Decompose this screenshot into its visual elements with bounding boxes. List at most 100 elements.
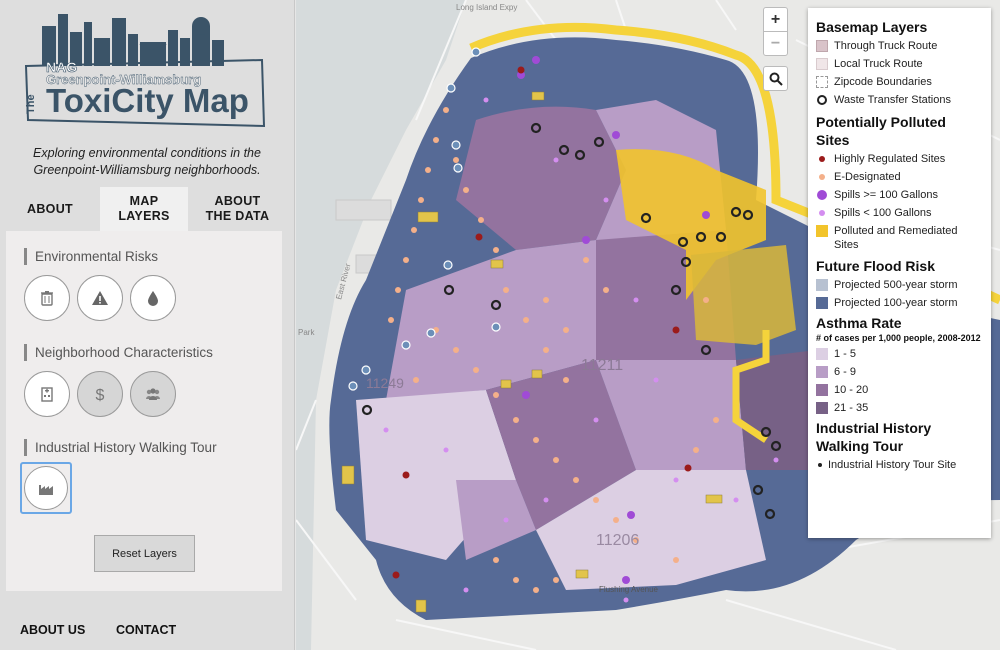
waste-layer-button[interactable] — [24, 275, 70, 321]
legend-label: Highly Regulated Sites — [834, 153, 946, 165]
large-spill-sites — [517, 56, 710, 584]
legend-item: Waste Transfer Stations — [816, 93, 983, 107]
legend-item: Through Truck Route — [816, 39, 983, 53]
tour-sites — [348, 47, 501, 391]
dollar-icon: $ — [96, 387, 105, 403]
legend-asthma-subtitle: # of cases per 1,000 people, 2008-2012 — [816, 333, 981, 343]
legend-label: Through Truck Route — [834, 40, 938, 52]
footer-about-us-link[interactable]: ABOUT US — [20, 623, 86, 637]
svg-text:$: $ — [96, 387, 105, 403]
search-icon — [769, 72, 783, 86]
map-label-flushing-avenue: Flushing Avenue — [599, 585, 659, 594]
legend-label: Local Truck Route — [834, 58, 923, 70]
section-title-walking-tour: Industrial History Walking Tour — [24, 439, 274, 456]
reset-layers-button[interactable]: Reset Layers — [94, 535, 195, 572]
footer-contact-link[interactable]: CONTACT — [116, 623, 177, 637]
flood-500-swatch — [816, 279, 828, 291]
zipcode-swatch — [816, 76, 828, 88]
legend-tour-title: Industrial History Walking Tour — [816, 420, 932, 454]
tab-map-layers[interactable]: MAP LAYERS — [100, 187, 188, 231]
map-search-button[interactable] — [763, 66, 788, 91]
e-designated-sites — [388, 107, 719, 593]
remediated-site-1 — [616, 149, 766, 300]
highly-regulated-swatch — [819, 156, 825, 162]
legend-item: E-Designated — [816, 170, 983, 184]
through-truck-swatch — [816, 40, 828, 52]
logo-line2: Greenpoint-Williamsburg — [46, 72, 201, 87]
tab-map-layers-label: MAP LAYERS — [118, 194, 170, 223]
legend-item: 1 - 5 — [816, 347, 983, 361]
sidebar: NAG Greenpoint-Williamsburg The ToxiCity… — [0, 0, 295, 650]
legend-label: Spills < 100 Gallons — [834, 207, 932, 219]
truck-route-spur — [732, 330, 770, 443]
walking-tour-button-frame — [20, 462, 72, 514]
legend-label: Industrial History Tour Site — [828, 459, 957, 471]
legend-label: Spills >= 100 Gallons — [834, 189, 938, 201]
population-layer-button[interactable] — [130, 371, 176, 417]
asthma-area-3 — [386, 240, 596, 400]
e-designated-swatch — [819, 174, 825, 180]
asthma-area-7 — [596, 360, 746, 470]
legend-label: Polluted and Remediated Sites — [834, 225, 958, 251]
remediated-site-2 — [691, 245, 796, 345]
map-label-park: Park — [298, 328, 315, 337]
factory-icon — [39, 485, 53, 495]
health-layer-button[interactable] — [24, 371, 70, 417]
people-icon — [146, 388, 160, 400]
truck-route-blocks — [341, 91, 723, 613]
tab-about[interactable]: ABOUT — [27, 201, 73, 216]
legend-item: Projected 100-year storm — [816, 296, 983, 310]
trash-icon — [41, 291, 53, 306]
small-spill-sites — [383, 97, 779, 603]
logo-line3-prefix: The — [25, 94, 37, 114]
asthma-4-swatch — [816, 402, 828, 414]
legend-label: 1 - 5 — [834, 348, 857, 360]
warning-icon — [92, 291, 108, 305]
layers-panel: Environmental Risks Neighborhood Charact… — [6, 231, 282, 591]
legend-label: Waste Transfer Stations — [834, 94, 951, 106]
legend-item: Zipcode Boundaries — [816, 75, 983, 89]
tab-about-the-data[interactable]: ABOUT THE DATA — [190, 187, 285, 231]
legend-item: Projected 500-year storm — [816, 278, 983, 292]
legend-item: 6 - 9 — [816, 365, 983, 379]
legend-item: 21 - 35 — [816, 401, 983, 415]
through-truck-route — [469, 22, 1000, 305]
tab-bar: ABOUT MAP LAYERS ABOUT THE DATA — [0, 187, 295, 231]
asthma-area-6 — [486, 360, 636, 530]
logo: NAG Greenpoint-Williamsburg The ToxiCity… — [12, 8, 274, 132]
water-drop-icon — [148, 291, 158, 306]
map-label-zip-11206: 11206 — [596, 532, 639, 549]
section-title-neighborhood: Neighborhood Characteristics — [24, 344, 274, 361]
map-label-street-top: Long Island Expy — [456, 3, 517, 12]
hospital-icon — [41, 387, 53, 402]
legend-item: Spills < 100 Gallons — [816, 206, 983, 220]
environmental-risk-buttons — [24, 275, 176, 321]
asthma-2-swatch — [816, 366, 828, 378]
income-layer-button[interactable]: $ — [77, 371, 123, 417]
logo-line3: ToxiCity Map — [46, 82, 249, 119]
legend-label: 6 - 9 — [834, 366, 857, 378]
legend-label: 21 - 35 — [834, 402, 869, 414]
asthma-1-swatch — [816, 348, 828, 360]
highly-regulated-sites — [392, 66, 692, 579]
legend-asthma-title: Asthma Rate — [816, 315, 902, 331]
legend-item: Industrial History Tour Site — [816, 458, 983, 472]
flood-100-swatch — [816, 297, 828, 309]
skyline-logo-graphic: NAG Greenpoint-Williamsburg The ToxiCity… — [24, 14, 266, 128]
polluted-sites-layer-button[interactable] — [77, 275, 123, 321]
flood-risk-layer-button[interactable] — [130, 275, 176, 321]
section-environmental-risks: Environmental Risks — [24, 248, 274, 321]
walking-tour-layer-button[interactable] — [24, 466, 68, 510]
legend-label: E-Designated — [834, 171, 901, 183]
zoom-out-button[interactable]: − — [763, 31, 788, 56]
large-spill-swatch — [817, 190, 827, 200]
map-legend: Basemap Layers Through Truck Route Local… — [808, 8, 991, 538]
legend-item: Polluted and Remediated Sites — [816, 224, 983, 252]
section-title-environmental-risks: Environmental Risks — [24, 248, 274, 265]
legend-basemap-title: Basemap Layers — [816, 19, 928, 35]
tagline: Exploring environmental conditions in th… — [33, 146, 261, 177]
zoom-in-button[interactable]: + — [763, 7, 788, 32]
legend-label: Zipcode Boundaries — [834, 76, 932, 88]
local-truck-swatch — [816, 58, 828, 70]
waste-transfer-stations — [361, 122, 782, 520]
